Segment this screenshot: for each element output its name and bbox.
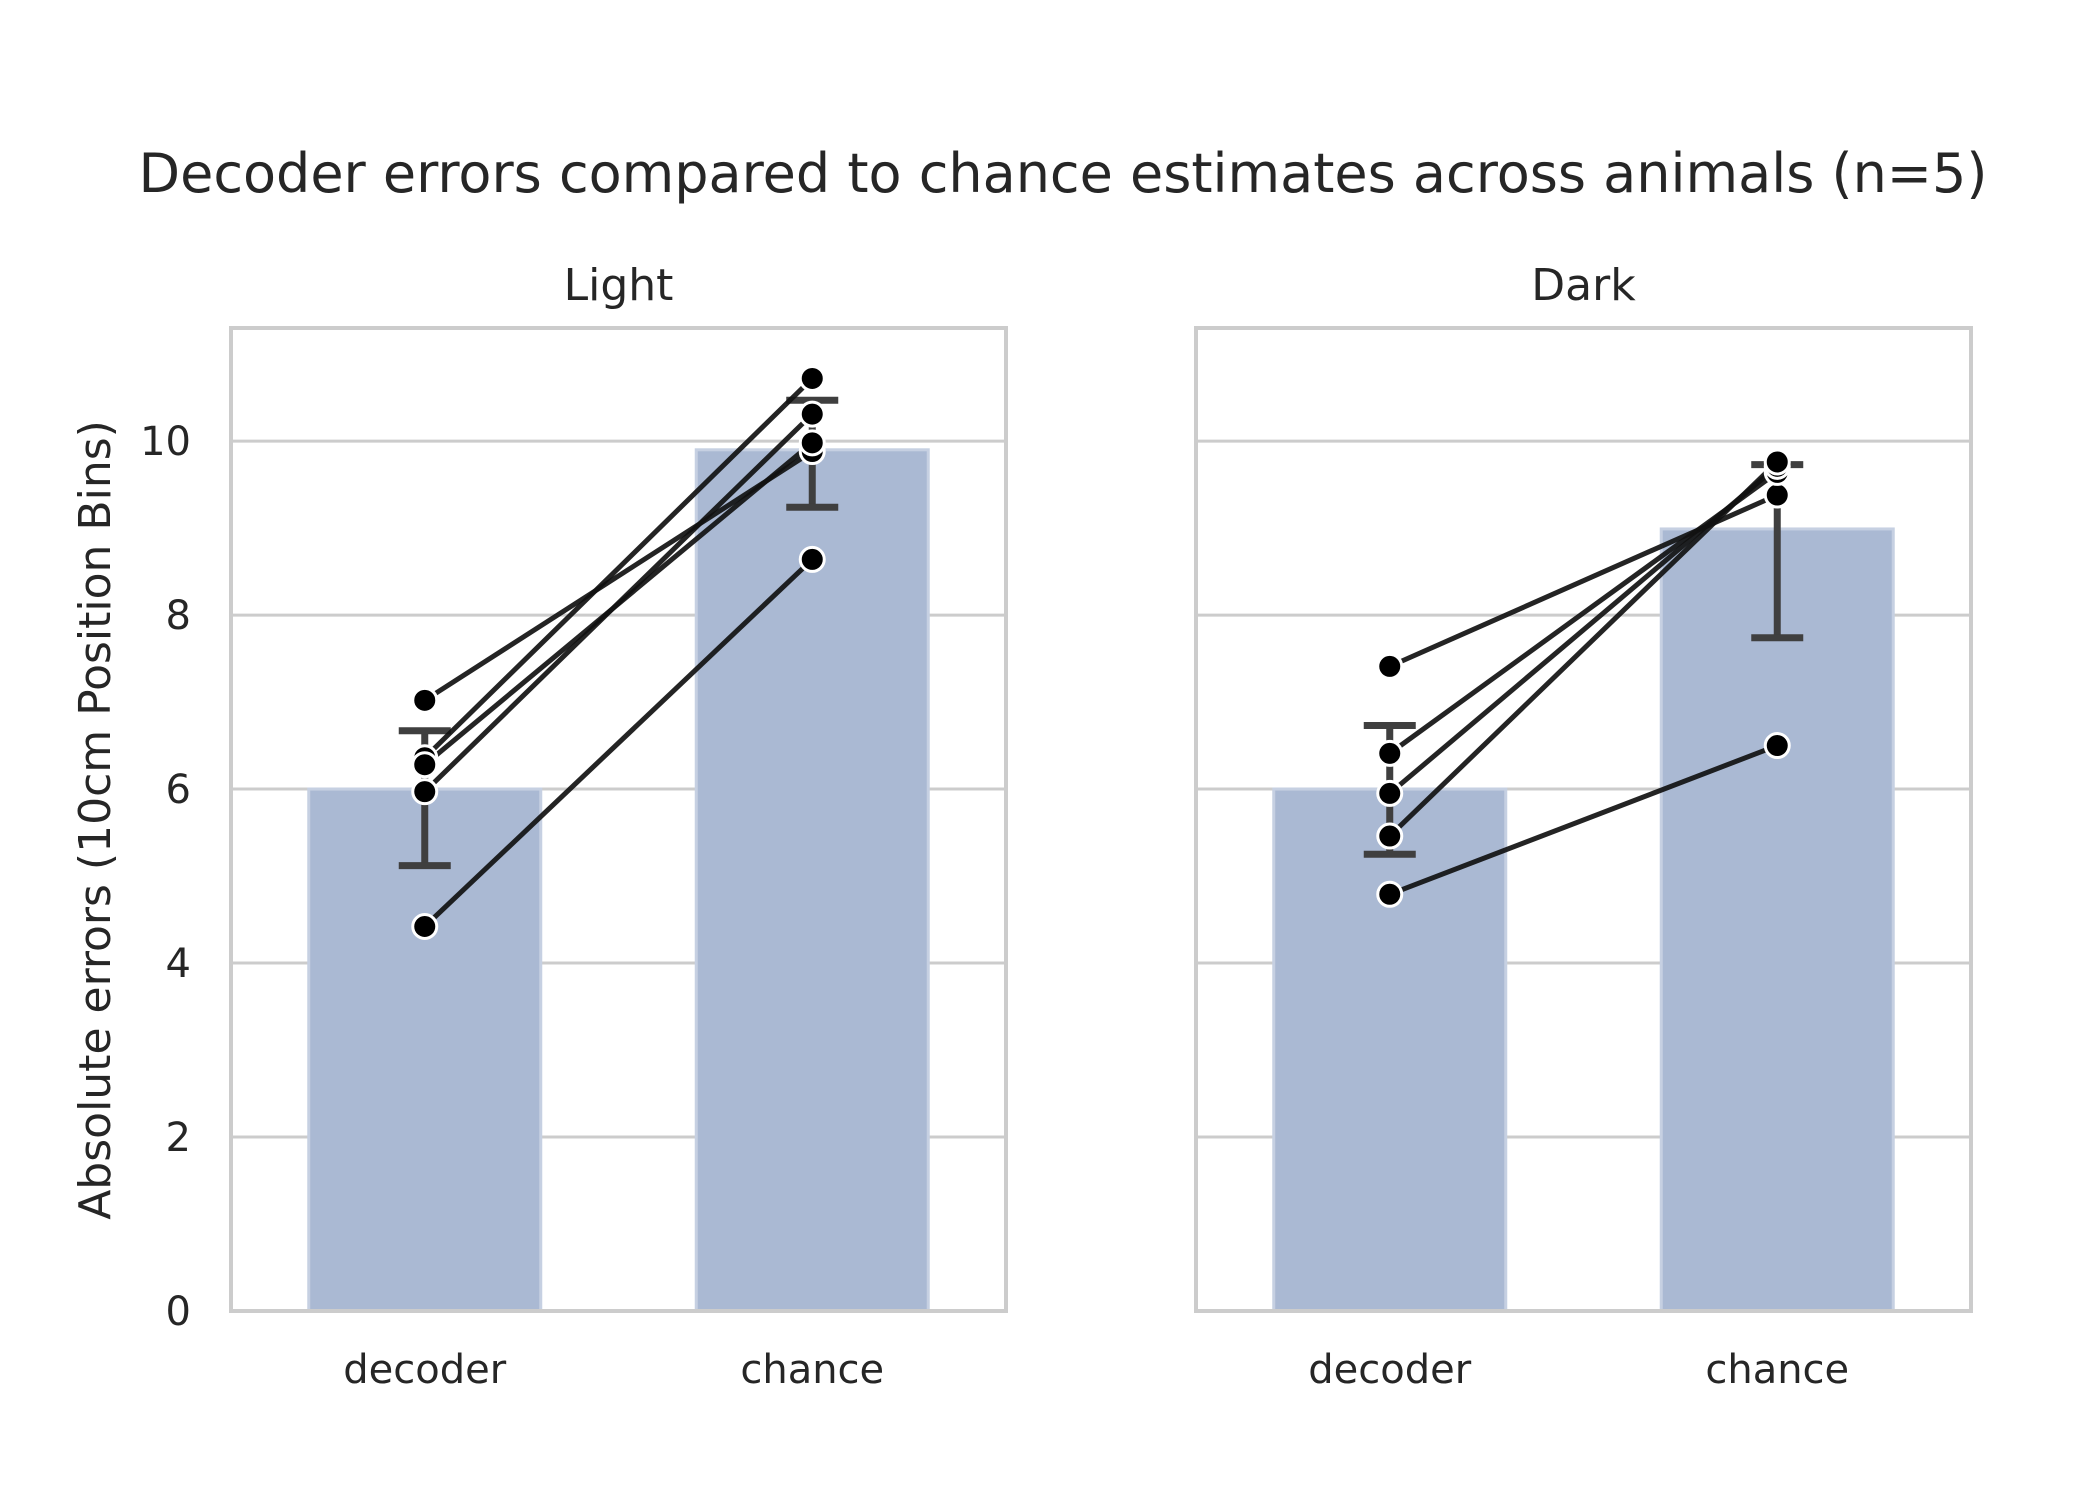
bar-decoder (307, 787, 543, 1313)
animal-point-3-decoder (1376, 779, 1404, 807)
panel-frame (1194, 326, 1973, 1313)
y-tick-label-8: 8 (166, 593, 191, 639)
animal-point-4-chance (798, 400, 826, 428)
panel-title: Light (564, 260, 674, 311)
animal-line-5 (423, 557, 814, 929)
panel-dark: Dark decoder chance (1194, 260, 1973, 1393)
y-axis-label: Absolute errors (10cm Position Bins) (70, 420, 121, 1220)
animal-point-4-decoder (1376, 822, 1404, 850)
bar-chance (694, 448, 930, 1313)
bar-decoder (1272, 787, 1508, 1313)
chart-title: Decoder errors compared to chance estima… (139, 142, 1988, 205)
animal-point-3-chance (798, 429, 826, 457)
animal-point-5-decoder (1376, 880, 1404, 908)
animal-point-4-decoder (411, 778, 439, 806)
animal-point-1-decoder (1376, 652, 1404, 680)
panel-light: Light decoder chance 0 2 4 6 8 10 (140, 260, 1008, 1393)
y-tick-label-10: 10 (140, 419, 191, 465)
x-tick-label-decoder: decoder (343, 1347, 506, 1393)
animal-point-5-chance (798, 545, 826, 573)
animal-point-5-decoder (411, 912, 439, 940)
animal-point-2-chance (798, 364, 826, 392)
animal-line-5 (1388, 743, 1779, 897)
panels-layer: Light decoder chance 0 2 4 6 8 10 Dark decoder chan… (140, 260, 1973, 1393)
animal-point-3-decoder (411, 751, 439, 779)
animal-line-4 (423, 412, 814, 794)
y-tick-label-2: 2 (166, 1115, 191, 1161)
animal-line-1 (423, 449, 814, 703)
animal-point-1-chance (1763, 481, 1791, 509)
y-tick-label-4: 4 (166, 941, 191, 987)
y-tick-label-0: 0 (166, 1289, 191, 1335)
animal-point-2-decoder (1376, 739, 1404, 767)
animal-line-3 (1388, 464, 1779, 796)
animal-line-2 (423, 376, 814, 760)
x-tick-label-decoder: decoder (1308, 1347, 1471, 1393)
panel-title: Dark (1531, 260, 1636, 311)
animal-line-4 (1388, 460, 1779, 838)
animal-point-4-chance (1763, 448, 1791, 476)
panel-frame (229, 326, 1008, 1313)
x-tick-label-chance: chance (740, 1347, 884, 1393)
y-tick-label-6: 6 (166, 767, 191, 813)
animal-point-1-decoder (411, 686, 439, 714)
bar-chance (1659, 527, 1895, 1313)
x-tick-label-chance: chance (1705, 1347, 1849, 1393)
animal-point-5-chance (1763, 732, 1791, 760)
